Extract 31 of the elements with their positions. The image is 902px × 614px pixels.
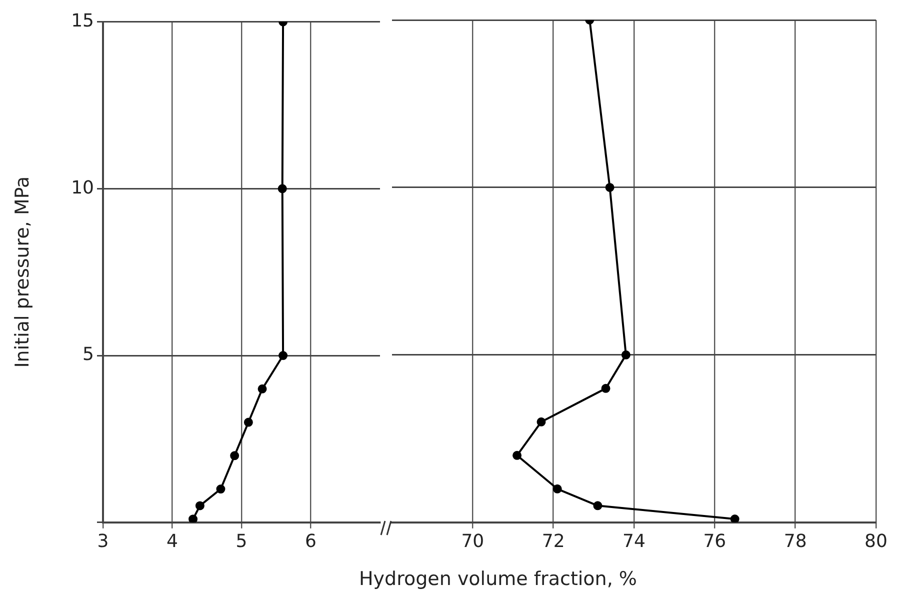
point — [601, 384, 610, 393]
x-axis-title: Hydrogen volume fraction, % — [358, 568, 638, 590]
point — [244, 418, 253, 427]
x-tick-label: 74 — [622, 530, 646, 552]
y-tick-label: 10 — [71, 177, 94, 198]
x-tick-label: 78 — [784, 530, 807, 552]
point — [216, 484, 226, 494]
x-tick-label: 72 — [542, 530, 565, 552]
x-tick-label: 70 — [461, 530, 484, 552]
y-tick-label: 15 — [71, 10, 94, 32]
point — [230, 451, 240, 460]
point — [188, 514, 198, 522]
x-tick-label: 3 — [97, 530, 109, 552]
point — [552, 484, 562, 494]
point — [593, 501, 602, 510]
x-tick-label: 6 — [305, 530, 316, 552]
x-tick-label: 80 — [864, 530, 888, 552]
y-axis-title: Initial pressure, MPa — [11, 176, 34, 368]
point — [258, 384, 267, 394]
x-tick-label: 76 — [703, 530, 726, 552]
y-tick-label: 5 — [82, 344, 94, 366]
point — [512, 450, 522, 460]
point — [605, 182, 614, 192]
point — [730, 514, 740, 522]
x-tick-label: 5 — [236, 530, 248, 552]
point — [195, 501, 204, 510]
point — [278, 184, 287, 194]
point — [278, 351, 288, 360]
point — [621, 350, 630, 360]
point — [536, 417, 546, 426]
x-tick-label: 4 — [166, 530, 178, 552]
